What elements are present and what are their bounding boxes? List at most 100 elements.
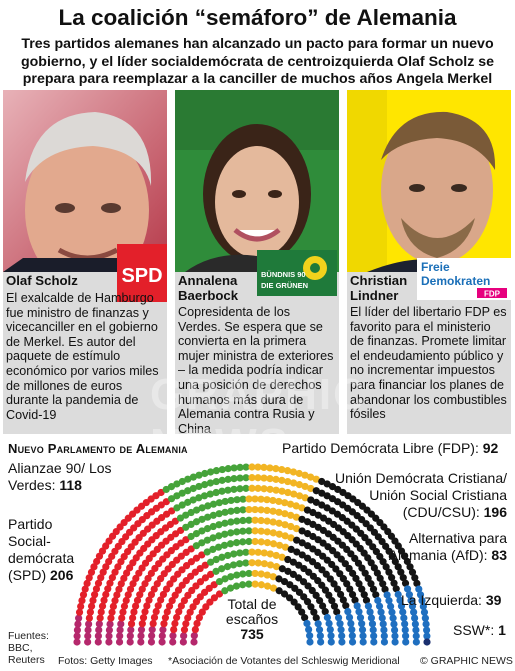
- seat-spd: [111, 597, 119, 605]
- seat-spd: [138, 620, 146, 628]
- seat-afd: [344, 607, 352, 616]
- seat-los-verdes: [162, 485, 170, 494]
- seat-spd: [111, 568, 119, 576]
- seat-los-verdes: [230, 550, 238, 558]
- seat-afd: [353, 602, 361, 610]
- seat-la-izquierda: [116, 626, 124, 634]
- seat-spd: [124, 591, 132, 599]
- seat-spd: [92, 585, 101, 593]
- seat-spd: [184, 591, 192, 600]
- seat-spd: [195, 614, 203, 622]
- seat-cdu-csu: [362, 596, 371, 604]
- seat-spd: [180, 596, 189, 605]
- seat-spd: [119, 608, 127, 616]
- seat-afd: [387, 602, 395, 611]
- seat-afd: [394, 590, 402, 599]
- seat-los-verdes: [189, 473, 197, 481]
- seat-los-verdes: [232, 539, 241, 547]
- seat-afd: [400, 614, 408, 622]
- photo-scholz: [3, 90, 167, 272]
- seat-spd: [129, 614, 137, 622]
- seat-los-verdes: [187, 532, 195, 541]
- seat-spd: [193, 619, 201, 628]
- seat-los-verdes: [195, 471, 203, 479]
- seat-afd: [317, 638, 325, 646]
- seat-spd: [171, 591, 179, 599]
- seat-fdp: [263, 506, 271, 514]
- seat-la-izquierda: [116, 632, 124, 640]
- seat-spd: [143, 602, 151, 610]
- seat-cdu-csu: [318, 566, 326, 574]
- seat-fdp: [245, 505, 253, 514]
- fdp-logo: Freie Demokraten FDP: [417, 258, 511, 300]
- seat-cdu-csu: [310, 608, 318, 616]
- seat-cdu-csu: [295, 561, 303, 569]
- seat-cdu-csu: [298, 539, 306, 547]
- seat-cdu-csu: [303, 598, 312, 606]
- seat-los-verdes: [236, 474, 244, 482]
- seat-spd: [83, 579, 91, 588]
- seat-afd: [402, 638, 410, 646]
- label-left: La Izquierda: 39: [401, 592, 502, 608]
- seat-cdu-csu: [275, 575, 283, 583]
- seat-afd: [359, 638, 367, 646]
- seat-spd: [168, 597, 176, 605]
- seat-spd: [192, 582, 200, 590]
- seat-los-verdes: [221, 530, 229, 538]
- seat-cdu-csu: [379, 558, 387, 566]
- seat-afd: [314, 620, 322, 628]
- seat-afd: [338, 638, 346, 646]
- seat-fdp: [287, 534, 295, 542]
- seat-afd: [378, 614, 386, 622]
- seat-fdp: [263, 517, 271, 525]
- seat-cdu-csu: [367, 580, 375, 588]
- name-baerbock: Annalena Baerbock: [178, 273, 239, 303]
- seat-cdu-csu: [307, 496, 315, 504]
- seat-fdp: [275, 497, 283, 506]
- seat-spd: [102, 590, 110, 599]
- seat-spd: [149, 619, 157, 628]
- seat-cdu-csu: [326, 575, 334, 583]
- seat-spd: [87, 602, 96, 610]
- seat-los-verdes: [218, 565, 226, 573]
- seat-la-izquierda: [148, 626, 156, 634]
- seat-cdu-csu: [303, 542, 312, 550]
- seat-fdp: [266, 485, 274, 493]
- seat-afd: [401, 626, 409, 634]
- svg-text:SPD: SPD: [121, 265, 162, 287]
- seat-fdp: [307, 484, 315, 493]
- seat-fdp: [278, 553, 286, 561]
- seat-cdu-csu: [309, 532, 317, 541]
- seat-la-izquierda: [179, 638, 187, 646]
- seat-cdu-csu: [400, 552, 409, 560]
- seat-cdu-csu: [280, 577, 289, 586]
- seat-los-verdes: [227, 529, 235, 537]
- seat-afd: [338, 632, 346, 640]
- seat-spd: [98, 602, 107, 610]
- seat-spd: [159, 590, 168, 599]
- seat-fdp: [257, 527, 265, 535]
- seat-la-izquierda: [169, 632, 177, 640]
- seat-afd: [375, 602, 384, 610]
- seat-los-verdes: [192, 542, 201, 550]
- seat-cdu-csu: [290, 598, 298, 606]
- seat-spd: [177, 526, 185, 535]
- seat-los-verdes: [236, 463, 244, 472]
- seat-spd: [200, 588, 209, 596]
- photo-lindner: [347, 90, 511, 272]
- seat-spd: [188, 586, 196, 595]
- seat-afd: [415, 585, 423, 593]
- seat-fdp: [251, 495, 259, 503]
- seat-afd: [410, 608, 418, 616]
- seat-afd: [403, 585, 412, 593]
- seat-cdu-csu: [411, 574, 419, 582]
- seat-los-verdes: [203, 536, 211, 544]
- seat-fdp: [251, 516, 259, 524]
- seat-los-verdes: [226, 584, 235, 592]
- footer-photos: Fotos: Getty Images: [58, 655, 153, 667]
- seat-los-verdes: [239, 581, 247, 589]
- seat-afd: [336, 620, 344, 628]
- seat-spd: [104, 585, 112, 593]
- seat-spd: [89, 596, 97, 605]
- seat-cdu-csu: [289, 570, 298, 579]
